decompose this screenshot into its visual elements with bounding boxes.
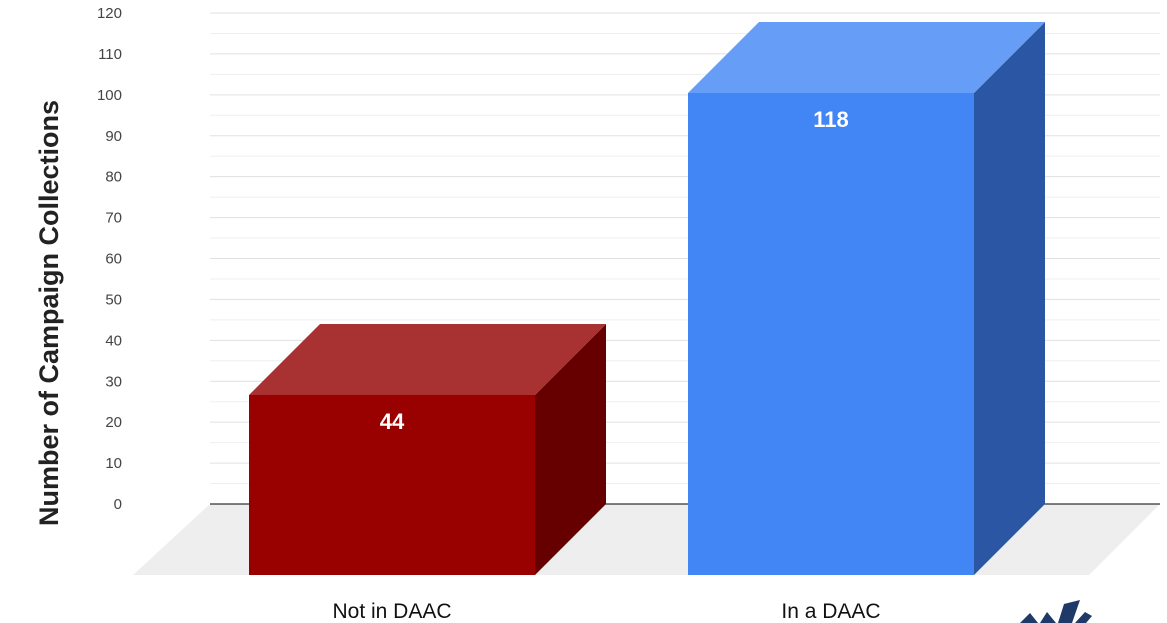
sunburst-logo-icon <box>1020 600 1092 623</box>
y-tick-label: 70 <box>105 210 122 227</box>
x-category-label: In a DAAC <box>781 600 880 623</box>
y-axis-title: Number of Campaign Collections <box>34 100 64 526</box>
y-tick-label: 80 <box>105 169 122 186</box>
x-category-label: Not in DAAC <box>332 600 451 623</box>
bar-value-label: 118 <box>813 107 849 132</box>
y-tick-label: 90 <box>105 128 122 145</box>
y-tick-label: 40 <box>105 332 122 349</box>
bar-front-face <box>249 394 535 575</box>
bar-top-face <box>249 323 606 395</box>
y-tick-label: 20 <box>105 414 122 431</box>
y-tick-label: 120 <box>97 5 122 22</box>
y-tick-label: 100 <box>97 87 122 104</box>
bar <box>249 323 606 575</box>
x-axis-categories: Not in DAAC In a DAAC <box>332 600 880 623</box>
bar-side-face <box>535 323 606 575</box>
bar-front-face <box>688 93 974 575</box>
y-tick-label: 50 <box>105 291 122 308</box>
y-tick-label: 30 <box>105 373 122 390</box>
bar <box>688 22 1045 575</box>
y-tick-label: 10 <box>105 455 122 472</box>
y-axis-ticks: 0 10 20 30 40 50 60 70 80 90 100 110 120 <box>97 5 122 513</box>
y-tick-label: 110 <box>98 46 122 63</box>
bars-group <box>249 22 1045 575</box>
bar-side-face <box>974 22 1045 575</box>
bar-value-label: 44 <box>380 409 405 434</box>
y-tick-label: 60 <box>105 251 122 268</box>
data-labels-group: 44 118 <box>380 107 849 434</box>
y-tick-label: 0 <box>114 496 122 513</box>
bar-top-face <box>688 22 1045 93</box>
